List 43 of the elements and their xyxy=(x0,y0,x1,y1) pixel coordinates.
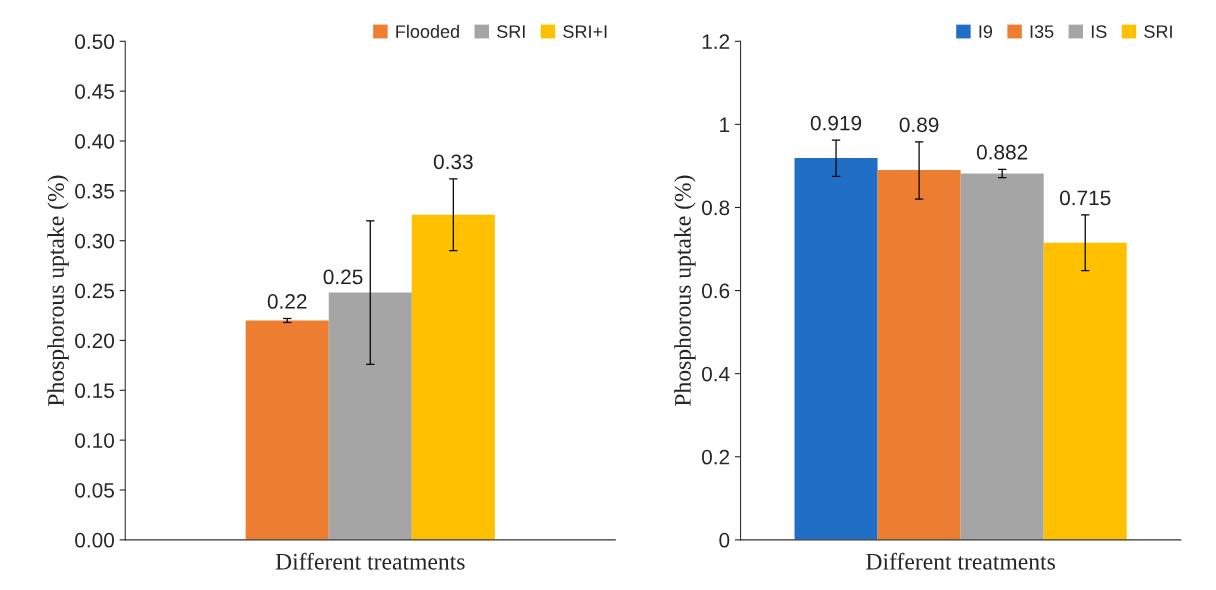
bar xyxy=(960,173,1044,540)
y-tick-label: 0.10 xyxy=(75,433,115,448)
bar xyxy=(328,292,412,540)
data-label: 0.25 xyxy=(323,269,363,285)
legend-label: SRI+I xyxy=(563,25,607,38)
y-axis-title: Phosphorous uptake (%) xyxy=(47,175,69,406)
y-tick-label: 0.40 xyxy=(75,134,115,149)
legend-label: SRI xyxy=(1144,25,1172,38)
legend-label: I9 xyxy=(979,25,993,38)
y-tick-label: 0.25 xyxy=(75,283,114,299)
data-label: 0.715 xyxy=(1059,190,1111,206)
y-tick-label: 0.05 xyxy=(75,483,114,498)
y-tick-label: 0.00 xyxy=(75,532,115,548)
data-label: 0.22 xyxy=(267,294,307,309)
bar xyxy=(877,170,961,540)
data-label: 0.33 xyxy=(433,154,473,170)
legend-label: I35 xyxy=(1030,25,1054,38)
y-tick-label: 0.50 xyxy=(75,34,115,50)
y-tick-label: 0.4 xyxy=(701,366,730,382)
y-tick-label: 1.2 xyxy=(702,34,730,49)
y-tick-label: 0 xyxy=(719,532,730,548)
legend-label: IS xyxy=(1091,25,1107,38)
legend-label: Flooded xyxy=(396,24,459,38)
y-tick-label: 0.45 xyxy=(75,84,114,99)
legend-label: SRI xyxy=(497,25,525,38)
y-tick-label: 0.35 xyxy=(75,183,114,199)
x-axis-title: Different treatments xyxy=(275,552,465,570)
y-tick-label: 0.8 xyxy=(701,200,730,216)
bar xyxy=(794,158,878,540)
y-tick-label: 0.20 xyxy=(75,333,115,349)
data-label: 0.89 xyxy=(899,117,939,133)
y-tick-label: 0.6 xyxy=(701,283,730,299)
y-axis-title: Phosphorous uptake (%) xyxy=(674,175,696,406)
data-label: 0.882 xyxy=(976,144,1028,160)
y-tick-label: 1 xyxy=(720,117,730,132)
y-tick-label: 0.2 xyxy=(701,449,730,465)
data-label: 0.919 xyxy=(810,115,862,131)
bar xyxy=(411,214,495,540)
x-axis-title: Different treatments xyxy=(866,552,1055,570)
y-tick-label: 0.30 xyxy=(75,233,115,249)
bar xyxy=(1043,242,1127,540)
y-tick-label: 0.15 xyxy=(75,383,114,399)
bar xyxy=(245,320,329,540)
